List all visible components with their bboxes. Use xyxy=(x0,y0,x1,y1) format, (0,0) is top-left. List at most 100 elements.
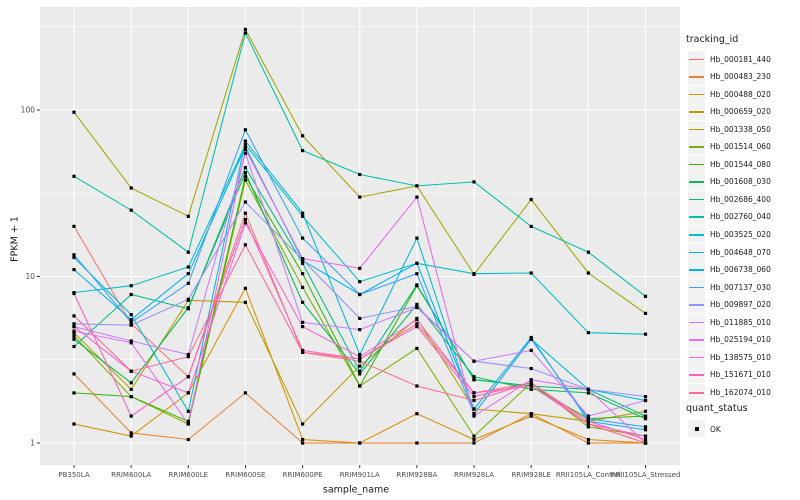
data-point xyxy=(415,272,419,276)
data-point xyxy=(129,341,133,345)
legend-key-Hb_006738_060 xyxy=(688,261,705,279)
data-point xyxy=(186,352,190,357)
legend-line-swatch xyxy=(689,216,704,219)
legend-line-swatch xyxy=(689,163,704,166)
data-point xyxy=(301,285,305,289)
data-point xyxy=(586,387,590,391)
data-point xyxy=(72,253,76,257)
data-point xyxy=(243,243,247,247)
data-point xyxy=(186,409,190,413)
data-point xyxy=(129,292,133,297)
data-point xyxy=(243,151,247,155)
data-point xyxy=(243,211,247,215)
legend-line-swatch xyxy=(689,339,704,341)
data-point xyxy=(243,143,247,147)
data-point xyxy=(472,180,476,184)
data-point xyxy=(586,391,590,395)
data-point xyxy=(472,391,476,395)
data-point xyxy=(129,323,133,327)
legend-label-Hb_000659_020: Hb_000659_020 xyxy=(710,107,771,117)
data-point xyxy=(643,398,648,403)
legend-label-Hb_000181_440: Hb_000181_440 xyxy=(710,54,771,64)
legend-label-Hb_002760_040: Hb_002760_040 xyxy=(710,212,771,222)
data-point xyxy=(643,417,648,421)
data-point xyxy=(129,186,133,190)
legend-line-swatch xyxy=(689,181,704,183)
data-point xyxy=(415,325,419,329)
data-point xyxy=(186,250,190,254)
data-point xyxy=(529,366,533,371)
data-point xyxy=(358,352,362,357)
x-tick-label: PB350LA xyxy=(58,471,89,479)
legend-key-Hb_001608_030 xyxy=(688,173,705,191)
data-point xyxy=(72,314,76,318)
data-point xyxy=(586,425,590,429)
data-point xyxy=(472,414,476,418)
data-point xyxy=(529,197,533,202)
data-point xyxy=(358,369,362,373)
data-point xyxy=(358,266,362,270)
legend-key-Hb_002686_400 xyxy=(688,190,705,208)
legend-key-ok xyxy=(688,420,705,437)
data-point xyxy=(358,328,362,332)
data-point xyxy=(129,381,133,385)
data-point xyxy=(243,128,247,132)
data-point xyxy=(415,306,419,310)
legend-label-Hb_002686_400: Hb_002686_400 xyxy=(710,194,771,204)
data-point xyxy=(643,332,648,336)
legend-label-Hb_162074_010: Hb_162074_010 xyxy=(710,387,771,397)
data-point xyxy=(415,384,419,388)
legend-key-Hb_000483_230 xyxy=(688,68,705,86)
legend-line-swatch xyxy=(689,269,704,271)
data-point xyxy=(301,300,305,304)
data-point xyxy=(472,407,476,411)
data-point xyxy=(586,250,590,254)
data-point xyxy=(243,147,247,151)
data-point xyxy=(472,398,476,403)
data-point xyxy=(301,236,305,240)
data-point xyxy=(472,378,476,382)
data-point xyxy=(415,283,419,287)
data-point xyxy=(415,318,419,322)
data-point xyxy=(643,434,648,438)
data-point xyxy=(129,434,133,438)
data-point xyxy=(415,346,419,350)
data-point xyxy=(243,139,247,143)
data-point xyxy=(186,214,190,218)
data-point xyxy=(301,257,305,261)
legend-line-swatch xyxy=(689,304,704,306)
legend-key-Hb_004648_070 xyxy=(688,243,705,261)
legend-label-Hb_138575_010: Hb_138575_010 xyxy=(710,352,771,362)
legend-label-Hb_000488_020: Hb_000488_020 xyxy=(710,89,771,99)
data-point xyxy=(586,437,590,442)
data-point xyxy=(301,441,305,445)
legend-line-swatch xyxy=(689,321,704,324)
data-point xyxy=(358,292,362,297)
data-point xyxy=(129,284,133,288)
data-point xyxy=(186,265,190,269)
data-point xyxy=(186,272,190,276)
legend-key-Hb_000181_440 xyxy=(688,50,705,68)
legend-line-swatch xyxy=(689,391,704,394)
legend-label-Hb_004648_070: Hb_004648_070 xyxy=(710,247,771,257)
data-point xyxy=(243,171,247,175)
data-point xyxy=(529,387,533,391)
data-point xyxy=(72,268,76,272)
legend-line-swatch xyxy=(689,111,704,113)
data-point xyxy=(643,294,648,298)
data-point xyxy=(358,355,362,359)
data-point xyxy=(358,280,362,284)
data-point xyxy=(643,395,648,399)
x-axis-title: sample_name xyxy=(322,484,390,496)
data-point xyxy=(358,359,362,363)
legend-line-swatch xyxy=(689,251,704,254)
data-point xyxy=(586,417,590,421)
x-tick-label: RRIM600LA xyxy=(111,471,151,479)
data-point xyxy=(415,412,419,416)
data-point xyxy=(186,437,190,442)
data-point xyxy=(72,334,76,338)
data-point xyxy=(529,335,533,340)
data-point xyxy=(186,297,190,301)
data-point xyxy=(415,322,419,326)
